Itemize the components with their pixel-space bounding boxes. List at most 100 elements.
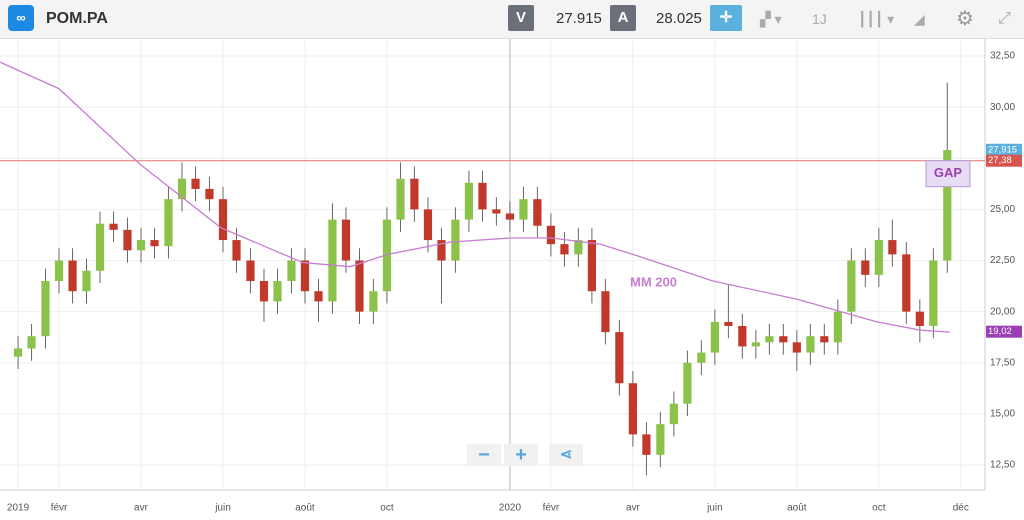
bid-label[interactable]: V <box>508 5 534 31</box>
candle-body <box>915 311 924 326</box>
x-tick-label: déc <box>953 503 969 514</box>
price-label: 27,38 <box>988 155 1012 166</box>
candle-body <box>259 280 269 302</box>
candle-body <box>943 150 952 261</box>
candle-body <box>273 280 282 302</box>
candle-body <box>382 219 392 292</box>
y-tick-label: 22,50 <box>990 255 1015 266</box>
candle-body <box>656 424 665 455</box>
ask: 28.025 <box>656 10 702 27</box>
symbol: POM.PA <box>46 10 108 27</box>
candle-body <box>314 291 323 302</box>
candle-body <box>669 403 678 425</box>
candle-body <box>232 240 241 261</box>
x-tick-label: avr <box>134 503 149 514</box>
y-tick-label: 12,50 <box>990 460 1015 471</box>
candle-body <box>177 178 187 200</box>
candle-body <box>218 199 228 241</box>
toolbar: ∞ POM.PA V 27.915 A 28.025 ✛ ▞ ▾ 1J ┃┃┃ … <box>0 0 1024 39</box>
candle-body <box>95 223 105 271</box>
y-tick-label: 20,00 <box>990 306 1015 317</box>
candle-body <box>150 240 159 247</box>
x-tick-label: févr <box>51 503 68 514</box>
candle-body <box>300 260 310 292</box>
candle-body <box>751 342 760 347</box>
x-tick-label: avr <box>626 503 641 514</box>
candle-body <box>628 383 637 435</box>
x-tick-label: juin <box>214 503 231 514</box>
candle-body <box>929 260 938 326</box>
candle-body <box>123 229 132 251</box>
candle-body <box>697 352 706 363</box>
candle-body <box>328 219 337 302</box>
candle-body <box>847 260 856 312</box>
candle-body <box>779 336 788 343</box>
candle-body <box>164 199 173 247</box>
candle-body <box>287 260 296 281</box>
candle-body <box>423 209 433 241</box>
settings-button[interactable]: ⚙ <box>956 8 974 30</box>
price-label-box <box>986 143 1022 156</box>
interval[interactable]: 1J <box>812 11 827 27</box>
candle-body <box>191 178 200 189</box>
draw-button[interactable]: ◢ <box>914 11 925 27</box>
candle-body <box>246 260 255 281</box>
x-tick-label: 2019 <box>7 503 30 514</box>
fullscreen-button[interactable]: ⤢ <box>998 10 1011 27</box>
y-tick-label: 32,50 <box>990 51 1015 62</box>
candle-body <box>560 244 569 255</box>
candle-body <box>41 280 50 337</box>
candle-body <box>355 260 364 312</box>
x-tick-label: févr <box>543 503 560 514</box>
candle-body <box>205 188 214 200</box>
candle-body <box>27 336 36 349</box>
plot-area <box>0 38 985 490</box>
candle-body <box>68 260 77 292</box>
zoom-in[interactable]: + <box>504 444 538 466</box>
logo[interactable]: ∞ <box>8 5 34 31</box>
candle-body <box>533 199 542 226</box>
candle-body <box>341 219 351 261</box>
y-tick-label: 15,00 <box>990 409 1015 420</box>
candle-body <box>546 225 556 245</box>
ask-label[interactable]: A <box>610 5 636 31</box>
candles-button[interactable]: ┃┃┃ ▾ <box>858 11 895 27</box>
zoom-out[interactable]: − <box>467 444 501 466</box>
candle-body <box>642 434 651 455</box>
candle-body <box>519 199 528 220</box>
price-label-box <box>986 325 1022 338</box>
crosshair-button[interactable]: ✛ <box>710 5 742 31</box>
price-label: 27,915 <box>988 144 1017 155</box>
x-tick-label: oct <box>872 503 886 514</box>
chart-type-button[interactable]: ▞ ▾ <box>760 11 782 27</box>
y-tick-label: 25,00 <box>990 204 1015 215</box>
candle-body <box>574 240 583 255</box>
candle-body <box>833 311 842 343</box>
candle-body <box>683 362 692 404</box>
candle-body <box>54 260 64 281</box>
candle-body <box>396 178 405 220</box>
candle-body <box>601 291 610 333</box>
moving-average <box>0 61 950 333</box>
candle-body <box>505 213 515 220</box>
x-tick-label: août <box>295 503 315 514</box>
candle-body <box>109 223 118 230</box>
ma-label: MM 200 <box>630 274 677 289</box>
share[interactable]: ⋖ <box>549 444 583 466</box>
y-tick-label: 30,00 <box>990 102 1015 113</box>
candle-body <box>738 325 747 347</box>
candle-body <box>710 321 719 353</box>
candle-body <box>806 336 815 353</box>
candle-body <box>587 240 597 292</box>
x-tick-label: 2020 <box>499 503 522 514</box>
candle-body <box>369 291 378 312</box>
candle-body <box>136 240 146 251</box>
gap-box <box>925 160 971 188</box>
candle-body <box>492 209 501 214</box>
gap-label: GAP <box>934 165 963 180</box>
candle-body <box>861 260 870 275</box>
candle-body <box>820 336 829 343</box>
candle-body <box>82 270 91 292</box>
